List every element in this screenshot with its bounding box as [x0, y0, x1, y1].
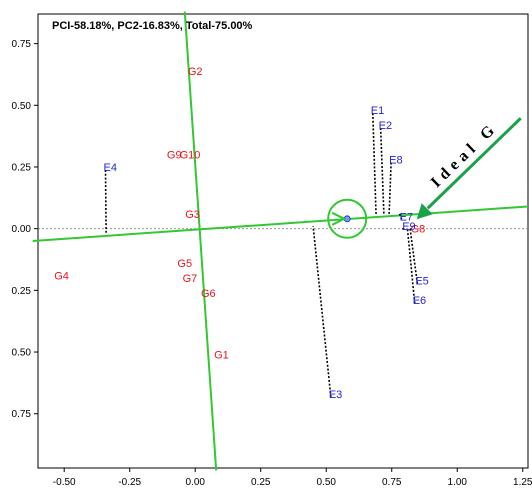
ideal-genotype-label: Ideal G: [428, 119, 502, 191]
ideal-arrow-shaft: [426, 117, 522, 210]
y-tick-label: 0.75: [12, 409, 32, 420]
environment-vector: [379, 128, 385, 214]
genotype-label: G5: [177, 258, 192, 270]
environment-vector: [371, 113, 377, 214]
aec-abscissa-line: [32, 205, 529, 242]
genotype-label: G2: [188, 66, 203, 78]
x-tick-label: 1.00: [448, 477, 468, 488]
environment-label: E2: [379, 120, 392, 132]
y-tick-label: 0.75: [12, 39, 32, 50]
ideal-genotype-group: Ideal G: [416, 117, 522, 220]
environment-label: E5: [415, 275, 428, 287]
genotype-label: G8: [411, 224, 426, 236]
genotype-label: G7: [183, 273, 198, 285]
aec-lines: [32, 11, 529, 471]
y-tick-label: 0.50: [12, 348, 32, 359]
environment-label: E9: [402, 221, 415, 233]
plot-frame: [37, 13, 529, 469]
x-tick-label: 0.50: [317, 477, 337, 488]
vector-group: [104, 113, 419, 398]
environment-label: E3: [329, 389, 342, 401]
x-tick-label: 1.25: [513, 477, 532, 488]
environment-vector: [406, 228, 416, 304]
y-tick-label: 0.50: [12, 101, 32, 112]
chart-title: PCI-58.18%, PC2-16.83%, Total-75.00%: [52, 20, 253, 32]
environment-vector: [388, 162, 392, 214]
genotype-label: G9: [167, 150, 182, 162]
y-tick-label: 0.25: [12, 286, 32, 297]
y-tick-label: 0.25: [12, 162, 32, 173]
average-environment-circle: [327, 198, 368, 239]
x-tick-label: 0.75: [382, 477, 402, 488]
average-environment-arrowhead: [331, 211, 347, 226]
environment-label: E1: [371, 105, 384, 117]
environment-vector: [104, 169, 107, 234]
average-environment-group: [327, 198, 368, 239]
genotype-label: G6: [201, 288, 216, 300]
y-tick-label: 0.00: [12, 224, 32, 235]
environment-vector: [398, 213, 403, 220]
genotype-label: G10: [180, 150, 201, 162]
environment-vector: [402, 227, 405, 230]
environment-label: E6: [413, 295, 426, 307]
x-tick-label: 0.25: [251, 477, 271, 488]
environment-label: E7: [400, 211, 413, 223]
genotype-label: G4: [54, 271, 69, 283]
genotype-label: G3: [185, 209, 200, 221]
x-tick-label: -0.25: [118, 477, 141, 488]
environment-vector: [312, 226, 332, 398]
ideal-arrow-head: [416, 203, 433, 220]
aec-ordinate-line: [183, 11, 218, 471]
environment-label: E8: [389, 155, 402, 167]
x-tick-label: -0.50: [53, 477, 76, 488]
environment-vector: [409, 228, 419, 284]
genotype-label: G1: [214, 350, 229, 362]
x-tick-label: 0.00: [185, 477, 205, 488]
environment-label: E4: [104, 162, 117, 174]
tick-group: -0.50 -0.25 0.00 0.25 0.50 0.75 1.00 1.25 0.75 0.…: [12, 39, 532, 488]
